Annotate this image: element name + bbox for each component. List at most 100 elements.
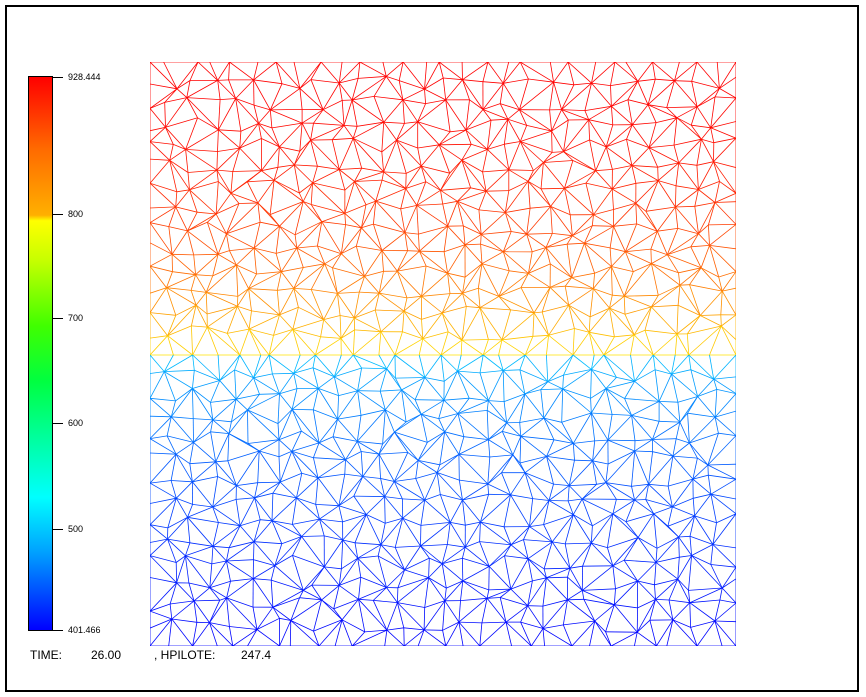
mesh-edge xyxy=(317,388,338,420)
mesh-edge xyxy=(694,515,717,524)
mesh-edge xyxy=(312,166,318,184)
mesh-edge xyxy=(657,180,676,208)
mesh-edge xyxy=(319,505,340,520)
mesh-edge xyxy=(553,62,569,83)
mesh-edge xyxy=(504,181,529,213)
mesh-edge xyxy=(312,388,319,410)
mesh-edge xyxy=(353,121,384,139)
mesh-edge xyxy=(624,306,652,315)
mesh-edge xyxy=(209,622,234,646)
mesh-edge xyxy=(487,483,511,496)
mesh-edge xyxy=(164,369,195,372)
mesh-edge xyxy=(278,409,293,440)
mesh-edge xyxy=(421,165,450,174)
mesh-edge xyxy=(254,492,273,499)
mesh-edge xyxy=(634,450,653,453)
mesh-edge xyxy=(175,206,198,213)
mesh-edge xyxy=(315,504,320,520)
mesh-edge xyxy=(588,316,591,333)
mesh-edge xyxy=(396,139,422,167)
mesh-edge xyxy=(256,271,282,275)
mesh-edge xyxy=(677,578,689,591)
mesh-edge xyxy=(171,230,188,255)
mesh-edge xyxy=(296,497,316,505)
mesh-edge xyxy=(420,399,445,415)
mesh-edge xyxy=(688,555,692,591)
mesh-edge xyxy=(150,497,177,525)
colorbar-tick-700 xyxy=(53,318,63,319)
mesh-edge xyxy=(290,599,322,621)
mesh-edge xyxy=(167,538,186,557)
mesh-edge xyxy=(672,438,677,457)
mesh-edge xyxy=(256,617,280,630)
mesh-edge xyxy=(551,130,564,152)
mesh-edge xyxy=(631,165,659,181)
time-label: TIME: xyxy=(30,648,62,662)
mesh-edge xyxy=(353,476,364,497)
mesh-edge xyxy=(298,306,324,320)
mesh-edge xyxy=(611,99,629,107)
mesh-edge xyxy=(402,99,426,104)
mesh-edge xyxy=(417,629,425,646)
mesh-edge xyxy=(589,620,596,646)
mesh-edge xyxy=(293,373,298,389)
mesh-edge xyxy=(342,539,359,559)
mesh-edge xyxy=(186,80,191,98)
mesh-edge xyxy=(299,590,304,598)
mesh-edge xyxy=(687,413,690,444)
mesh-edge xyxy=(694,202,716,207)
mesh-edge xyxy=(150,524,168,540)
mesh-edge xyxy=(277,146,280,168)
mesh-edge xyxy=(428,563,443,578)
mesh-edge xyxy=(340,338,354,356)
mesh-edge xyxy=(594,620,606,633)
mesh-edge xyxy=(582,498,614,515)
mesh-edge xyxy=(270,109,303,111)
mesh-edge xyxy=(361,367,387,370)
mesh-edge xyxy=(420,500,426,526)
mesh-edge xyxy=(710,97,736,129)
mesh-edge xyxy=(212,476,218,508)
mesh-edge xyxy=(634,632,638,646)
mesh-edge xyxy=(362,476,385,497)
mesh-edge xyxy=(564,170,596,189)
mesh-edge xyxy=(323,315,341,320)
mesh-edge xyxy=(212,522,219,547)
mesh-edge xyxy=(337,291,360,294)
mesh-edge xyxy=(205,275,214,293)
mesh-edge xyxy=(697,457,709,466)
mesh-edge xyxy=(457,397,470,414)
mesh-edge xyxy=(394,478,416,482)
mesh-edge xyxy=(510,558,529,590)
mesh-edge xyxy=(567,485,570,501)
mesh-edge xyxy=(694,206,699,234)
mesh-edge xyxy=(357,555,379,559)
mesh-edge xyxy=(321,213,345,223)
mesh-edge xyxy=(637,62,653,82)
mesh-edge xyxy=(603,354,617,378)
mesh-edge xyxy=(167,335,193,356)
mesh-edge xyxy=(311,584,322,601)
mesh-edge xyxy=(394,460,419,482)
mesh-edge xyxy=(667,456,674,487)
mesh-edge xyxy=(498,354,504,371)
mesh-edge xyxy=(571,272,595,278)
mesh-edge xyxy=(520,141,544,163)
mesh-edge xyxy=(228,525,241,548)
mesh-edge xyxy=(422,312,443,339)
mesh-edge xyxy=(631,147,650,166)
mesh-edge xyxy=(218,98,237,130)
mesh-edge xyxy=(270,109,303,124)
mesh-edge xyxy=(543,162,565,189)
mesh-edge xyxy=(381,232,406,251)
mesh-edge xyxy=(709,224,736,246)
mesh-edge xyxy=(150,603,171,612)
mesh-edge xyxy=(612,513,627,523)
mesh-edge xyxy=(185,545,214,557)
mesh-edge xyxy=(259,393,280,395)
mesh-edge xyxy=(614,62,639,82)
mesh-edge xyxy=(226,333,241,356)
mesh-edge xyxy=(301,430,320,444)
mesh-edge xyxy=(624,295,652,308)
mesh-edge xyxy=(273,167,279,181)
